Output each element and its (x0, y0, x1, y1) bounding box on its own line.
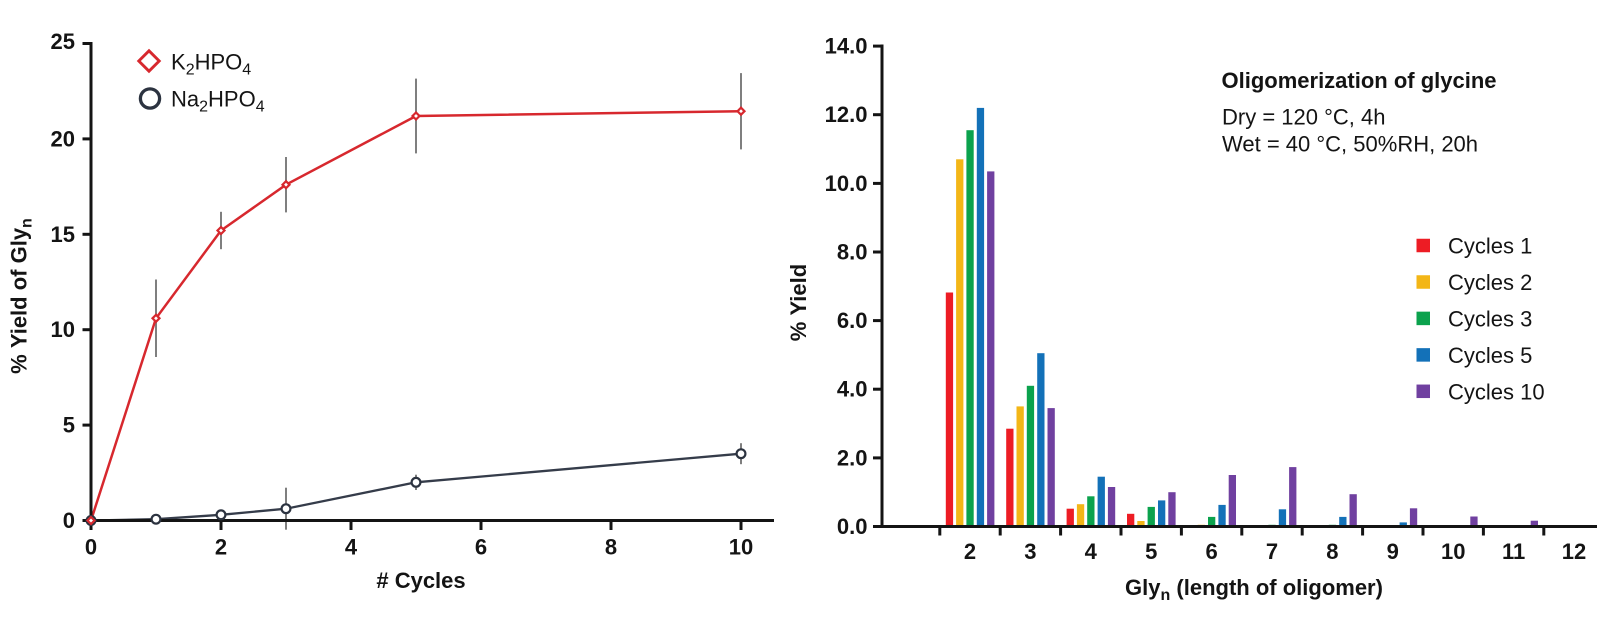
svg-text:6: 6 (475, 535, 487, 560)
svg-text:% Yield of Glyn: % Yield of Glyn (7, 218, 36, 374)
svg-text:Cycles 10: Cycles 10 (1448, 379, 1545, 404)
svg-text:4: 4 (345, 535, 358, 560)
svg-text:10: 10 (729, 535, 753, 560)
svg-text:5: 5 (1145, 539, 1157, 564)
svg-text:0: 0 (63, 508, 75, 533)
svg-text:Cycles 2: Cycles 2 (1448, 270, 1532, 295)
svg-text:Cycles 1: Cycles 1 (1448, 234, 1532, 259)
svg-text:0.0: 0.0 (837, 514, 868, 539)
svg-text:8.0: 8.0 (837, 240, 868, 265)
svg-text:7: 7 (1266, 539, 1278, 564)
svg-text:2: 2 (215, 535, 227, 560)
svg-text:6: 6 (1205, 539, 1217, 564)
svg-text:10.0: 10.0 (825, 171, 868, 196)
svg-text:Cycles 3: Cycles 3 (1448, 306, 1532, 331)
svg-text:5: 5 (63, 413, 75, 438)
svg-text:8: 8 (605, 535, 617, 560)
svg-text:Cycles 5: Cycles 5 (1448, 343, 1532, 368)
svg-text:20: 20 (51, 126, 75, 151)
svg-text:Na2HPO4: Na2HPO4 (171, 87, 265, 116)
svg-text:4: 4 (1085, 539, 1098, 564)
svg-text:11: 11 (1502, 539, 1525, 564)
svg-text:12: 12 (1562, 539, 1586, 564)
svg-text:% Yield: % Yield (786, 264, 811, 341)
svg-text:3: 3 (1024, 539, 1036, 564)
svg-text:25: 25 (51, 29, 75, 54)
svg-text:15: 15 (51, 222, 75, 247)
svg-text:Glyn (length of oligomer): Glyn (length of oligomer) (1125, 575, 1383, 604)
svg-text:12.0: 12.0 (825, 102, 868, 127)
svg-text:10: 10 (51, 317, 75, 342)
svg-text:2: 2 (964, 539, 976, 564)
svg-text:K2HPO4: K2HPO4 (171, 50, 251, 79)
svg-text:6.0: 6.0 (837, 308, 868, 333)
svg-text:Wet = 40 °C, 50%RH, 20h: Wet = 40 °C, 50%RH, 20h (1222, 132, 1478, 157)
svg-text:Dry = 120 °C, 4h: Dry = 120 °C, 4h (1222, 105, 1386, 130)
svg-text:9: 9 (1387, 539, 1399, 564)
svg-text:2.0: 2.0 (837, 445, 868, 470)
svg-text:10: 10 (1441, 539, 1465, 564)
svg-text:# Cycles: # Cycles (376, 568, 465, 593)
svg-text:14.0: 14.0 (825, 34, 868, 59)
svg-text:Oligomerization of glycine: Oligomerization of glycine (1222, 68, 1497, 93)
svg-text:8: 8 (1326, 539, 1338, 564)
svg-text:0: 0 (85, 535, 97, 560)
svg-text:4.0: 4.0 (837, 377, 868, 402)
